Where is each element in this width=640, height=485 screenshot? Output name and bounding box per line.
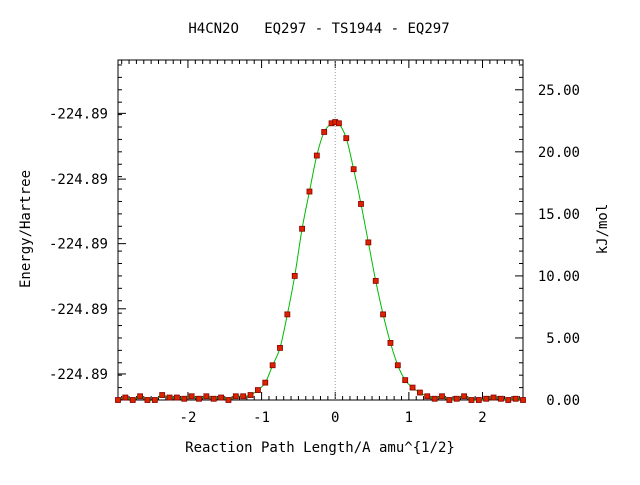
data-point <box>159 392 166 398</box>
data-point <box>439 393 445 400</box>
data-point <box>350 166 357 173</box>
x-tick-label: -2 <box>180 410 197 426</box>
data-point <box>291 273 298 279</box>
data-point <box>181 395 188 402</box>
data-point <box>336 120 342 127</box>
x-axis-label: Reaction Path Length/A amu^{1/2} <box>185 440 455 456</box>
right-axis-label: kJ/mol <box>595 204 611 255</box>
right-tick-label: 0.00 <box>546 393 580 409</box>
x-tick-label: 2 <box>478 410 486 426</box>
data-point <box>431 395 438 402</box>
data-point <box>262 379 269 386</box>
data-point <box>453 395 460 402</box>
right-axis-ticks: 0.00 5.00 10.00 15.00 20.00 25.00 <box>515 64 580 409</box>
data-point <box>115 397 121 403</box>
data-point <box>277 344 283 351</box>
data-point <box>284 311 291 318</box>
data-point <box>490 394 497 401</box>
data-point <box>313 152 320 159</box>
data-point <box>232 393 239 400</box>
data-point <box>520 397 526 403</box>
data-point <box>306 188 313 195</box>
x-tick-label: 1 <box>405 410 413 426</box>
right-tick-label: 25.00 <box>538 83 580 99</box>
data-point <box>446 397 453 403</box>
right-tick-label: 5.00 <box>546 331 580 347</box>
data-point <box>387 340 394 346</box>
x-tick-label: 0 <box>331 410 339 426</box>
data-point <box>151 397 158 403</box>
left-axis-ticks: -224.89 -224.89 -224.89 -224.89 -224.89 <box>49 64 126 401</box>
data-point <box>409 384 416 391</box>
left-tick-label: -224.89 <box>49 302 108 318</box>
data-point <box>372 277 379 284</box>
data-point <box>196 395 202 402</box>
data-point <box>417 389 423 396</box>
data-point <box>269 362 276 369</box>
data-point <box>166 394 173 401</box>
data-point <box>247 392 254 398</box>
data-point <box>129 397 136 403</box>
data-point <box>343 135 350 142</box>
data-point <box>255 387 261 393</box>
data-point <box>321 129 328 135</box>
data-point <box>468 397 475 403</box>
data-point <box>203 393 210 400</box>
data-point <box>380 311 386 318</box>
right-tick-label: 15.00 <box>538 207 580 223</box>
x-axis-ticks: -2 -1 0 1 2 <box>121 60 520 426</box>
left-tick-label: -224.89 <box>49 367 108 383</box>
data-point <box>402 377 409 384</box>
data-point <box>461 393 467 400</box>
data-point <box>188 393 195 400</box>
data-point <box>358 201 364 207</box>
energy-series <box>115 119 526 403</box>
data-point <box>137 393 143 400</box>
data-point <box>174 394 180 401</box>
right-tick-label: 20.00 <box>538 145 580 161</box>
left-tick-label: -224.89 <box>49 172 108 188</box>
data-point <box>483 395 490 402</box>
right-tick-label: 10.00 <box>538 269 580 285</box>
data-point <box>299 225 305 232</box>
data-point <box>240 393 247 400</box>
data-point <box>122 394 129 401</box>
data-point <box>225 397 232 403</box>
data-point <box>505 397 512 403</box>
data-point <box>498 395 504 402</box>
data-point <box>394 362 401 369</box>
left-tick-label: -224.89 <box>49 237 108 253</box>
x-tick-label: -1 <box>253 410 270 426</box>
left-axis-label: Energy/Hartree <box>18 170 34 288</box>
data-point <box>218 394 224 401</box>
data-point <box>365 239 372 246</box>
left-tick-label: -224.89 <box>49 106 108 122</box>
data-point <box>144 397 151 403</box>
chart-title: H4CN2O EQ297 - TS1944 - EQ297 <box>188 21 449 37</box>
data-point <box>210 395 217 402</box>
energy-curve <box>117 121 524 402</box>
data-point <box>475 397 482 403</box>
data-point <box>424 393 431 400</box>
plot-frame <box>117 59 524 401</box>
data-point <box>512 395 519 402</box>
